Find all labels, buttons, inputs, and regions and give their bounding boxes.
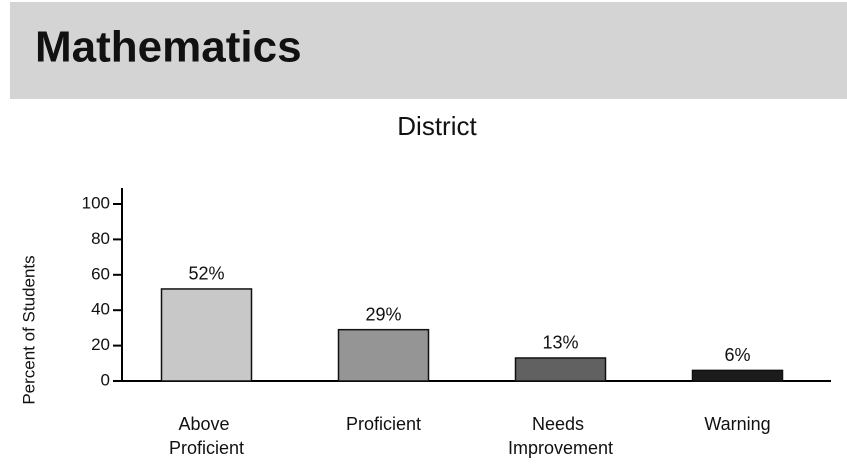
y-tick-label: 100 (82, 193, 110, 212)
y-tick-label: 20 (91, 335, 110, 354)
bar (337, 328, 430, 382)
x-tick-label: Proficient (346, 414, 421, 434)
x-tick-label: Warning (704, 414, 770, 434)
bar (514, 357, 607, 382)
y-tick-label: 60 (91, 264, 110, 283)
y-tick-label: 80 (91, 229, 110, 248)
value-label: 29% (365, 304, 401, 324)
value-label: 52% (188, 264, 224, 284)
x-tick-label: Above Proficient (169, 414, 244, 458)
chart-title: District (397, 111, 477, 141)
y-axis-label: Percent of Students (19, 255, 38, 404)
x-tick-label: Needs Improvement (508, 414, 613, 458)
header-band (10, 2, 847, 99)
value-label: 6% (724, 345, 750, 365)
bar (691, 369, 784, 382)
y-tick-label: 40 (91, 300, 110, 319)
value-label: 13% (542, 333, 578, 353)
bar (160, 288, 253, 382)
header-title: Mathematics (35, 23, 302, 72)
y-tick-label: 0 (101, 370, 110, 389)
